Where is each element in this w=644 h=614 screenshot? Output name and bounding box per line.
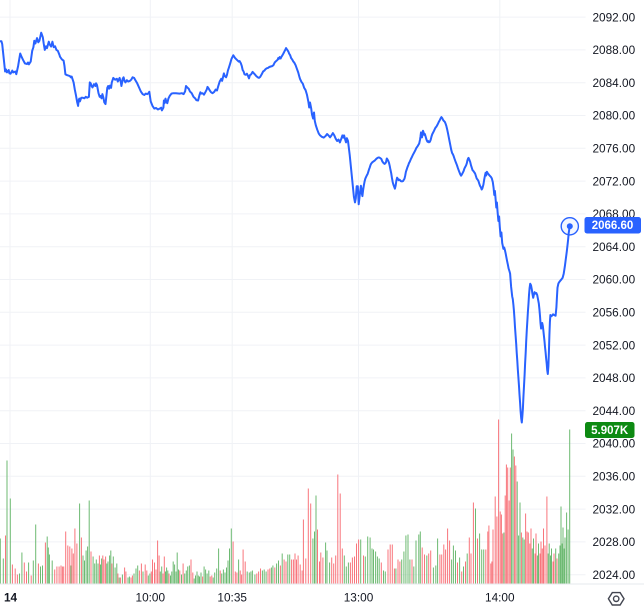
svg-text:2024.00: 2024.00 — [593, 568, 636, 582]
svg-text:2088.00: 2088.00 — [593, 43, 636, 57]
svg-text:2080.00: 2080.00 — [593, 109, 636, 123]
svg-text:2076.00: 2076.00 — [593, 142, 636, 156]
svg-text:14:00: 14:00 — [485, 591, 515, 605]
svg-text:2040.00: 2040.00 — [593, 437, 636, 451]
svg-text:13:00: 13:00 — [344, 591, 374, 605]
svg-text:2066.60: 2066.60 — [592, 220, 634, 232]
svg-text:2060.00: 2060.00 — [593, 273, 636, 287]
svg-text:2028.00: 2028.00 — [593, 535, 636, 549]
svg-text:2036.00: 2036.00 — [593, 470, 636, 484]
svg-text:2064.00: 2064.00 — [593, 240, 636, 254]
svg-text:2084.00: 2084.00 — [593, 76, 636, 90]
svg-text:2048.00: 2048.00 — [593, 371, 636, 385]
svg-text:2092.00: 2092.00 — [593, 10, 636, 24]
svg-text:2044.00: 2044.00 — [593, 404, 636, 418]
svg-text:10:35: 10:35 — [217, 591, 247, 605]
svg-text:2072.00: 2072.00 — [593, 174, 636, 188]
svg-text:2056.00: 2056.00 — [593, 306, 636, 320]
svg-text:2032.00: 2032.00 — [593, 502, 636, 516]
svg-text:5.907K: 5.907K — [591, 425, 629, 437]
svg-text:14: 14 — [4, 591, 18, 605]
svg-text:2052.00: 2052.00 — [593, 338, 636, 352]
svg-text:10:00: 10:00 — [136, 591, 166, 605]
